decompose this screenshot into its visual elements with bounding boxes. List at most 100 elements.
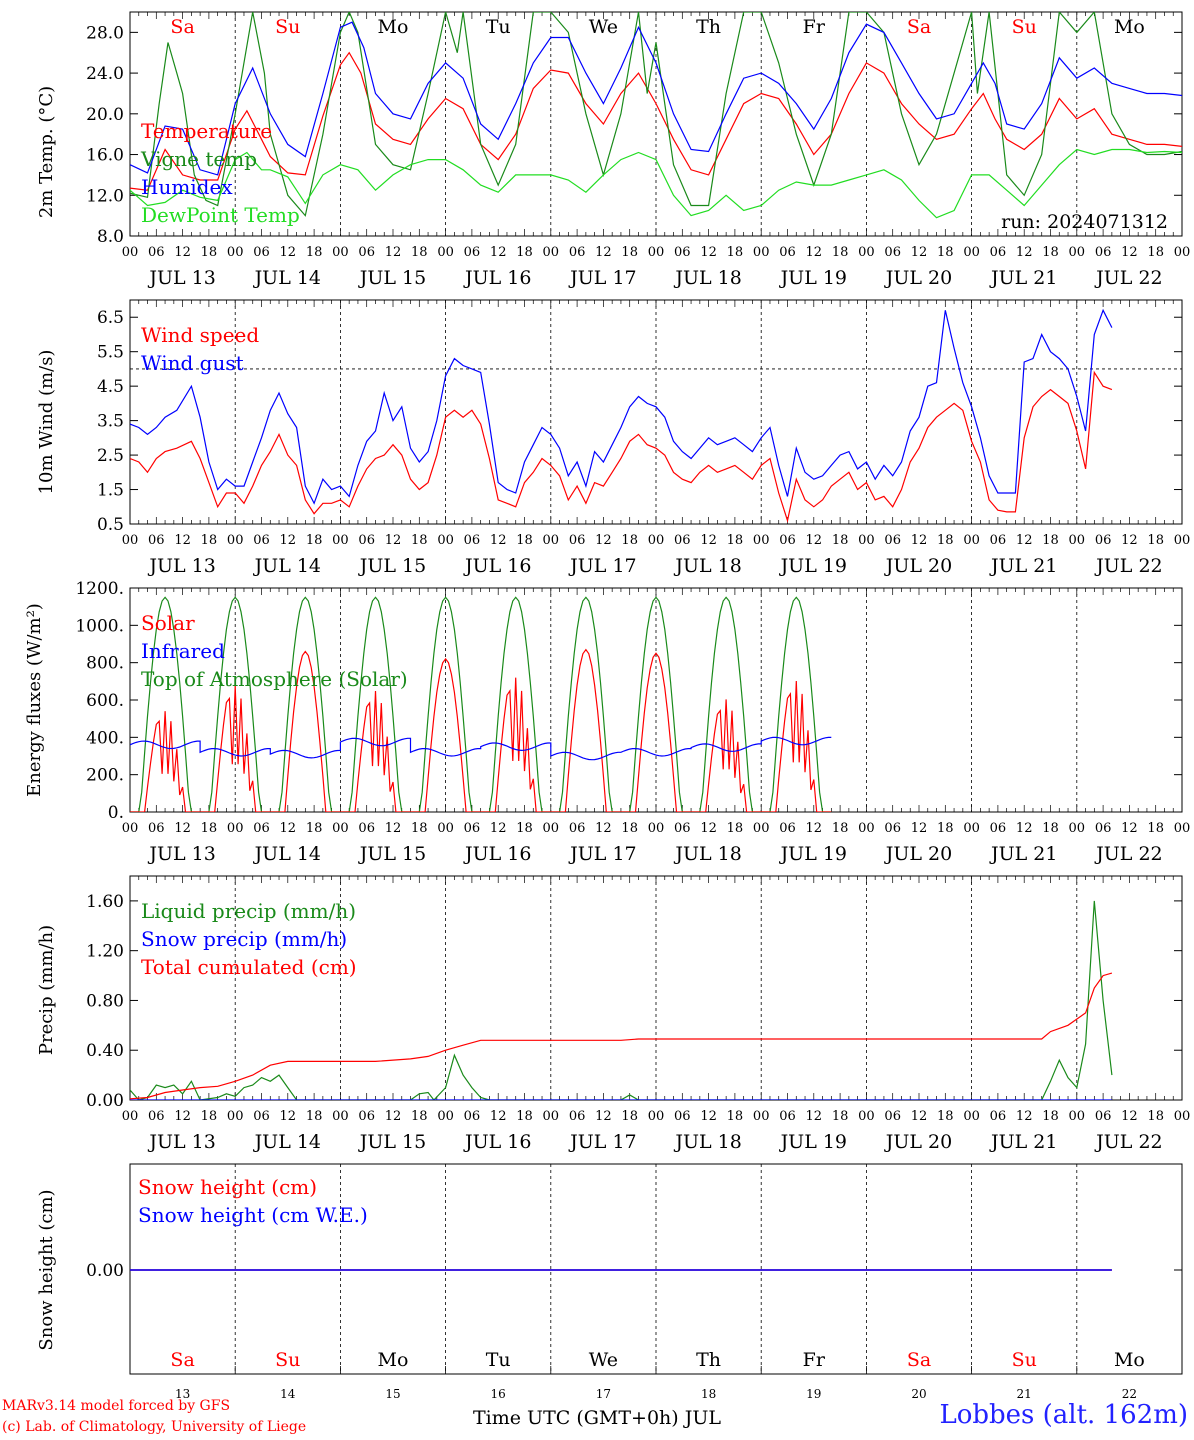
legend-entry: Snow height (cm W.E.)	[138, 1203, 368, 1227]
hour-label: 00	[858, 1109, 875, 1124]
hour-label: 00	[963, 1109, 980, 1124]
y-tick-label: 0.40	[86, 1041, 124, 1061]
hour-label: 06	[148, 533, 165, 548]
y-tick-label: 0.00	[86, 1261, 124, 1281]
hour-label: 00	[963, 821, 980, 836]
weekday-label: Su	[1012, 16, 1037, 38]
hour-label: 06	[884, 821, 901, 836]
y-tick-label: 4.5	[97, 377, 124, 397]
hour-label: 12	[385, 821, 402, 836]
hour-label: 00	[543, 821, 560, 836]
date-label: JUL 14	[253, 555, 321, 577]
hour-label: 18	[937, 245, 954, 260]
run-annotation: run: 2024071312	[1001, 211, 1168, 233]
date-label: JUL 18	[673, 1131, 741, 1153]
hour-label: 06	[148, 245, 165, 260]
hour-label: 18	[201, 821, 218, 836]
hour-label: 12	[490, 245, 507, 260]
y-tick-label: 6.5	[97, 308, 124, 328]
panel-3	[129, 875, 1183, 1101]
weekday-label: Sa	[907, 16, 931, 38]
hour-label: 00	[227, 533, 244, 548]
hour-label: 06	[464, 533, 481, 548]
model-credit: MARv3.14 model forced by GFS	[2, 1398, 231, 1414]
hour-label: 18	[832, 245, 849, 260]
hour-label: 00	[753, 821, 770, 836]
hour-label: 00	[858, 245, 875, 260]
hour-label: 00	[648, 1109, 665, 1124]
hour-label: 18	[1042, 821, 1059, 836]
date-label: JUL 15	[358, 843, 426, 865]
hour-label: 06	[358, 533, 375, 548]
hour-label: 06	[148, 821, 165, 836]
hour-label: 06	[674, 1109, 691, 1124]
hour-label: 12	[490, 821, 507, 836]
hour-label: 06	[569, 533, 586, 548]
hour-label: 12	[385, 533, 402, 548]
hour-label: 00	[648, 533, 665, 548]
series-line-liquid-precip-mm-h-	[130, 900, 1113, 1100]
legend-entry: Temperature	[141, 119, 272, 143]
y-tick-label: 0.00	[86, 1091, 124, 1111]
station-name: Lobbes (alt. 162m)	[939, 1400, 1188, 1430]
weekday-label: Th	[696, 16, 721, 38]
hour-label: 12	[806, 245, 823, 260]
hour-label: 06	[253, 1109, 270, 1124]
date-label: JUL 21	[989, 555, 1057, 577]
hour-label: 12	[700, 821, 717, 836]
y-tick-label: 5.5	[97, 343, 124, 363]
hour-label: 12	[280, 821, 297, 836]
date-label: JUL 17	[568, 267, 636, 289]
time-axis-label: Time UTC (GMT+0h) JUL	[473, 1407, 721, 1429]
hour-label: 12	[806, 533, 823, 548]
hour-label: 12	[700, 533, 717, 548]
hour-label: 12	[280, 533, 297, 548]
series-line-wind-gust	[130, 308, 1113, 505]
hour-label: 00	[1069, 821, 1086, 836]
y-tick-label: 1.60	[86, 892, 124, 912]
weekday-label: Fr	[803, 16, 826, 38]
hour-label: 12	[1016, 245, 1033, 260]
hour-label: 06	[253, 533, 270, 548]
date-label: JUL 19	[779, 267, 847, 289]
weekday-label: Su	[275, 16, 300, 38]
hour-label: 00	[332, 533, 349, 548]
date-label: JUL 16	[463, 1131, 531, 1153]
hour-label: 00	[1069, 245, 1086, 260]
day-number: 17	[596, 1387, 611, 1401]
hour-label: 06	[358, 1109, 375, 1124]
date-label: JUL 22	[1094, 267, 1162, 289]
date-label: JUL 13	[147, 1131, 215, 1153]
y-tick-label: 1.20	[86, 942, 124, 962]
hour-label: 18	[306, 533, 323, 548]
y-tick-label: 12.0	[86, 186, 124, 206]
hour-label: 18	[832, 533, 849, 548]
hour-label: 06	[464, 821, 481, 836]
series-line-top-of-atmosphere-solar-	[130, 596, 832, 812]
hour-label: 00	[543, 533, 560, 548]
hour-label: 18	[306, 821, 323, 836]
weekday-label: Mo	[1114, 16, 1145, 38]
series-line-total-cumulated-cm-	[130, 972, 1113, 1100]
hour-label: 06	[358, 821, 375, 836]
weekday-label: Mo	[1114, 1349, 1145, 1371]
hour-label: 12	[385, 1109, 402, 1124]
hour-label: 18	[516, 533, 533, 548]
legend-entry: Solar	[141, 611, 195, 635]
day-number: 15	[385, 1387, 400, 1401]
hour-label: 12	[911, 821, 928, 836]
hour-label: 12	[806, 1109, 823, 1124]
date-label: JUL 20	[884, 267, 952, 289]
hour-label: 12	[595, 245, 612, 260]
hour-label: 00	[858, 533, 875, 548]
date-label: JUL 20	[884, 843, 952, 865]
hour-label: 12	[1016, 821, 1033, 836]
hour-label: 18	[516, 821, 533, 836]
hour-label: 06	[569, 1109, 586, 1124]
hour-label: 12	[1016, 1109, 1033, 1124]
hour-label: 06	[358, 245, 375, 260]
hour-label: 06	[990, 245, 1007, 260]
date-label: JUL 17	[568, 1131, 636, 1153]
hour-label: 12	[280, 1109, 297, 1124]
hour-label: 18	[727, 245, 744, 260]
